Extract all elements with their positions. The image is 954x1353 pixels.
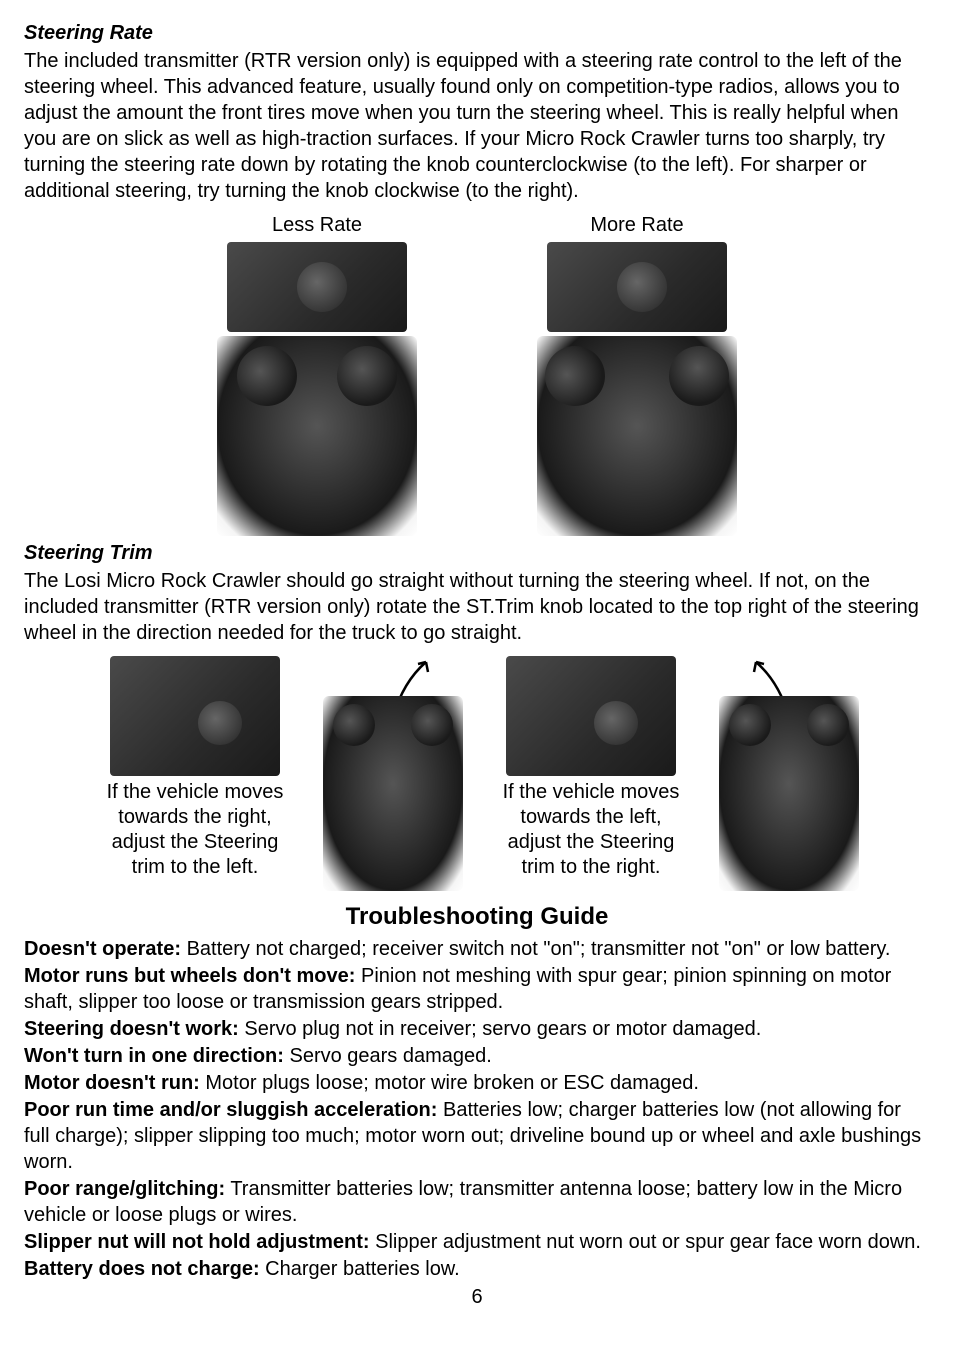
trouble-item: Steering doesn't work: Servo plug not in…: [24, 1016, 930, 1042]
less-rate-label: Less Rate: [272, 212, 362, 238]
trim-right-knob-column: If the vehicle moves towards the right, …: [95, 656, 295, 880]
trouble-label: Poor run time and/or sluggish accelerati…: [24, 1099, 437, 1121]
cw-arc-icon: [625, 270, 663, 308]
trim-right-caption: If the vehicle moves towards the right, …: [95, 780, 295, 880]
trouble-item: Poor range/glitching: Transmitter batter…: [24, 1176, 930, 1228]
steering-trim-body: The Losi Micro Rock Crawler should go st…: [24, 568, 930, 646]
trouble-text: Servo plug not in receiver; servo gears …: [239, 1018, 761, 1040]
troubleshooting-list: Doesn't operate: Battery not charged; re…: [24, 936, 930, 1282]
trim-right-car-image: [323, 696, 463, 891]
trim-knob-right-image: [110, 656, 280, 776]
trouble-label: Slipper nut will not hold adjustment:: [24, 1231, 370, 1253]
trouble-label: Won't turn in one direction:: [24, 1045, 284, 1067]
trim-left-car-wrap: [719, 656, 859, 891]
trouble-item: Slipper nut will not hold adjustment: Sl…: [24, 1229, 930, 1255]
trouble-label: Doesn't operate:: [24, 938, 181, 960]
rate-illustration-row: Less Rate More Rate: [24, 212, 930, 536]
trouble-text: Motor plugs loose; motor wire broken or …: [200, 1072, 699, 1094]
trouble-text: Battery not charged; receiver switch not…: [181, 938, 890, 960]
less-rate-knob-image: [227, 242, 407, 332]
less-rate-car-image: [217, 336, 417, 536]
trouble-text: Slipper adjustment nut worn out or spur …: [370, 1231, 921, 1253]
trouble-text: Servo gears damaged.: [284, 1045, 492, 1067]
trouble-item: Won't turn in one direction: Servo gears…: [24, 1043, 930, 1069]
trim-right-car-column: [323, 656, 463, 891]
ccw-arc-icon: [305, 270, 343, 308]
trouble-label: Motor doesn't run:: [24, 1072, 200, 1094]
trouble-item: Battery does not charge: Charger batteri…: [24, 1256, 930, 1282]
trim-left-car-column: [719, 656, 859, 891]
trim-illustration-row: If the vehicle moves towards the right, …: [24, 656, 930, 891]
trim-left-caption: If the vehicle moves towards the left, a…: [491, 780, 691, 880]
steering-rate-body: The included transmitter (RTR version on…: [24, 48, 930, 204]
trouble-item: Doesn't operate: Battery not charged; re…: [24, 936, 930, 962]
trouble-item: Motor doesn't run: Motor plugs loose; mo…: [24, 1070, 930, 1096]
steering-trim-heading: Steering Trim: [24, 540, 930, 566]
trim-left-car-image: [719, 696, 859, 891]
more-rate-label: More Rate: [590, 212, 683, 238]
trim-right-car-wrap: [323, 656, 463, 891]
troubleshooting-title: Troubleshooting Guide: [24, 901, 930, 932]
less-rate-column: Less Rate: [217, 212, 417, 536]
trouble-label: Motor runs but wheels don't move:: [24, 965, 355, 987]
trouble-label: Steering doesn't work:: [24, 1018, 239, 1040]
more-rate-knob-image: [547, 242, 727, 332]
trouble-label: Battery does not charge:: [24, 1258, 260, 1280]
trouble-item: Motor runs but wheels don't move: Pinion…: [24, 963, 930, 1015]
trouble-label: Poor range/glitching:: [24, 1178, 225, 1200]
trim-left-knob-column: If the vehicle moves towards the left, a…: [491, 656, 691, 880]
trim-knob-left-image: [506, 656, 676, 776]
steering-rate-heading: Steering Rate: [24, 20, 930, 46]
more-rate-car-image: [537, 336, 737, 536]
trouble-item: Poor run time and/or sluggish accelerati…: [24, 1097, 930, 1175]
more-rate-column: More Rate: [537, 212, 737, 536]
page-number: 6: [24, 1284, 930, 1310]
trouble-text: Charger batteries low.: [260, 1258, 460, 1280]
